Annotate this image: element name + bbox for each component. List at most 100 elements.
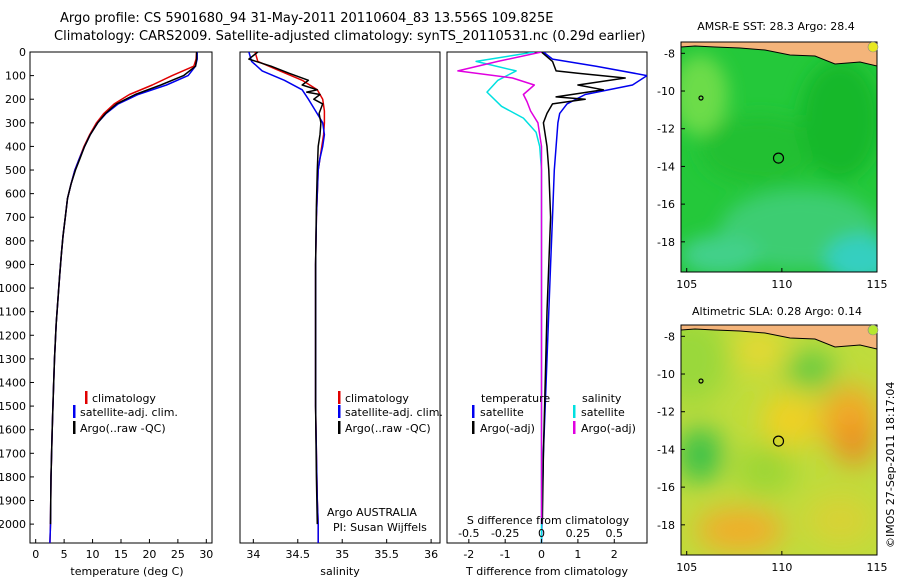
depth-tick-label: 1500 — [0, 400, 26, 413]
sla-map-field — [681, 325, 877, 555]
difference-panel — [446, 51, 648, 544]
map-y-tick-label: -12 — [657, 123, 675, 136]
sla-value-dot — [867, 324, 879, 336]
depth-tick-label: 1400 — [0, 376, 26, 389]
map-y-tick-label: -10 — [657, 368, 675, 381]
sst-value-dot — [867, 41, 879, 53]
sst-map-axes: 105 110 115 -8 -10 -12 -14 -16 -18 — [657, 47, 887, 291]
s-tick-label: 0 — [538, 527, 545, 540]
x-tick-label: 1 — [574, 548, 581, 561]
legend-swatch-t-argo — [472, 421, 475, 434]
depth-tick-label: 300 — [5, 117, 26, 130]
map-y-tick-label: -16 — [657, 481, 675, 494]
sst-map-field — [681, 42, 877, 272]
depth-tick-label: 800 — [5, 235, 26, 248]
sst-float-marker — [772, 152, 785, 164]
depth-tick-label: 700 — [5, 211, 26, 224]
legend-label: Argo(-adj) — [480, 422, 535, 435]
sla-land — [681, 325, 877, 350]
series-line — [541, 52, 626, 525]
map-y-tick-label: -8 — [664, 330, 675, 343]
x-tick-label: -1 — [500, 548, 511, 561]
legend-swatch-satellite — [338, 405, 341, 418]
legend-swatch-satellite — [73, 405, 76, 418]
legend-label: satellite-adj. clim. — [345, 406, 443, 419]
series-line — [49, 52, 198, 543]
legend-swatch-climatology — [85, 391, 88, 404]
depth-tick-label: 1100 — [0, 306, 26, 319]
temperature-legend: climatology satellite-adj. clim. Argo(..… — [73, 391, 178, 435]
sla-map-title: Altimetric SLA: 0.28 Argo: 0.14 — [692, 305, 862, 318]
title-line1: Argo profile: CS 5901680_94 31-May-2011 … — [60, 11, 553, 26]
series-line — [248, 52, 326, 543]
x-tick-label: -2 — [463, 548, 474, 561]
legend-label: satellite-adj. clim. — [80, 406, 178, 419]
difference-lines — [457, 52, 647, 543]
map-y-tick-label: -12 — [657, 406, 675, 419]
salinity-legend: climatology satellite-adj. clim. Argo(..… — [327, 391, 443, 534]
sla-float-marker — [772, 435, 785, 447]
map-y-tick-label: -16 — [657, 198, 675, 211]
depth-tick-label: 600 — [5, 188, 26, 201]
title-line2: Climatology: CARS2009. Satellite-adjuste… — [54, 29, 646, 44]
depth-tick-label: 1000 — [0, 282, 26, 295]
map-y-tick-label: -18 — [657, 236, 675, 249]
series-line — [540, 52, 647, 543]
x-axes: 0 5 10 15 20 25 30 34 34.5 35 35.5 36 -2 -1 0 1 2 -0.5 -0.… — [32, 527, 623, 561]
series-line — [475, 52, 543, 543]
depth-tick-label: 900 — [5, 258, 26, 271]
x-tick-label: 36 — [424, 548, 438, 561]
legend-swatch-t-satellite — [472, 405, 475, 418]
s-tick-label: -0.25 — [491, 527, 519, 540]
map-y-tick-label: -14 — [657, 160, 675, 173]
map-x-tick-label: 115 — [867, 278, 888, 291]
series-line — [254, 52, 326, 543]
x-tick-label: 20 — [142, 548, 156, 561]
x-tick-label: 15 — [114, 548, 128, 561]
map-x-tick-label: 115 — [867, 561, 888, 574]
x-tick-label: 34 — [246, 548, 260, 561]
depth-tick-label: 1200 — [0, 329, 26, 342]
sst-map-title: AMSR-E SST: 28.3 Argo: 28.4 — [697, 20, 855, 33]
x-tick-label: 10 — [86, 548, 100, 561]
legend-swatch-s-argo — [573, 421, 576, 434]
difference-xlabel-top: S difference from climatology — [467, 514, 630, 527]
temperature-xlabel: temperature (deg C) — [70, 565, 183, 578]
depth-tick-label: 2000 — [0, 518, 26, 531]
depth-tick-label: 100 — [5, 70, 26, 83]
legend-swatch-argo — [73, 421, 76, 434]
legend-label: Argo(..raw -QC) — [80, 422, 166, 435]
x-tick-label: 5 — [61, 548, 68, 561]
sla-map-axes: 105 110 115 -8 -10 -12 -14 -16 -18 — [657, 330, 887, 574]
s-tick-label: 0.5 — [606, 527, 624, 540]
depth-tick-label: 400 — [5, 140, 26, 153]
legend-label: Argo(-adj) — [581, 422, 636, 435]
legend-label: temperature — [481, 392, 550, 405]
x-tick-label: 35.5 — [374, 548, 399, 561]
map-y-tick-label: -14 — [657, 443, 675, 456]
legend-label: climatology — [345, 392, 409, 405]
map-y-tick-label: -10 — [657, 85, 675, 98]
map-x-tick-label: 105 — [676, 278, 697, 291]
salinity-xlabel: salinity — [320, 565, 360, 578]
depth-tick-label: 1300 — [0, 353, 26, 366]
legend-label: Argo(..raw -QC) — [345, 422, 431, 435]
map-x-tick-label: 110 — [771, 278, 792, 291]
depth-tick-label: 1700 — [0, 447, 26, 460]
map-y-tick-label: -8 — [664, 47, 675, 60]
x-tick-label: 0 — [538, 548, 545, 561]
series-line — [248, 52, 324, 525]
difference-xlabel: T difference from climatology — [465, 565, 628, 578]
footer-timestamp: ©IMOS 27-Sep-2011 18:17:04 — [884, 382, 897, 548]
salinity-annotation-line2: PI: Susan Wijffels — [333, 521, 427, 534]
salinity-panel — [239, 51, 441, 544]
legend-swatch-s-satellite — [573, 405, 576, 418]
legend-swatch-argo — [338, 421, 341, 434]
legend-label: satellite — [581, 406, 625, 419]
depth-tick-label: 1600 — [0, 424, 26, 437]
temperature-panel — [29, 51, 213, 544]
legend-label: climatology — [92, 392, 156, 405]
x-tick-label: 2 — [611, 548, 618, 561]
x-tick-label: 30 — [199, 548, 213, 561]
